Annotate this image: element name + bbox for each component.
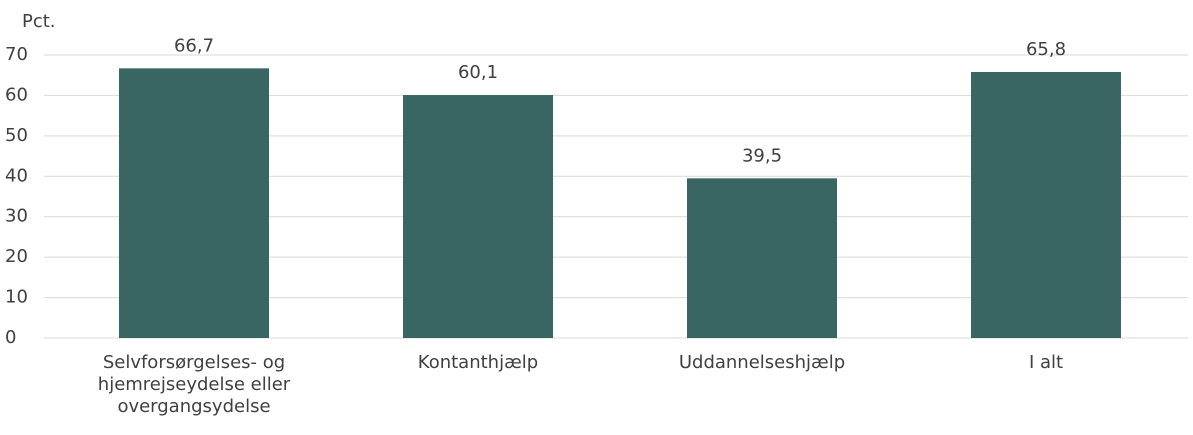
y-tick-label: 60 xyxy=(5,84,28,105)
x-tick-label: Selvforsørgelses- og hjemrejseydelse ell… xyxy=(97,352,291,417)
y-tick-label: 0 xyxy=(5,327,16,348)
bar xyxy=(971,71,1121,338)
y-tick-label: 30 xyxy=(5,206,28,227)
y-tick-label: 10 xyxy=(5,287,28,308)
bar xyxy=(687,178,837,338)
value-label: 65,8 xyxy=(1026,39,1066,60)
y-tick-label: 40 xyxy=(5,165,28,186)
value-label: 66,7 xyxy=(174,35,214,56)
x-tick-label: Kontanthjælp xyxy=(417,352,539,373)
bar xyxy=(403,95,553,338)
x-tick-label: Uddannelseshjælp xyxy=(678,352,846,373)
bar xyxy=(119,68,269,338)
y-tick-label: 70 xyxy=(5,44,28,65)
y-tick-label: 50 xyxy=(5,125,28,146)
y-tick-label: 20 xyxy=(5,246,28,267)
y-axis-label: Pct. xyxy=(22,11,56,32)
value-label: 39,5 xyxy=(742,145,782,166)
x-tick-label: I alt xyxy=(1028,352,1064,373)
value-label: 60,1 xyxy=(458,62,498,83)
